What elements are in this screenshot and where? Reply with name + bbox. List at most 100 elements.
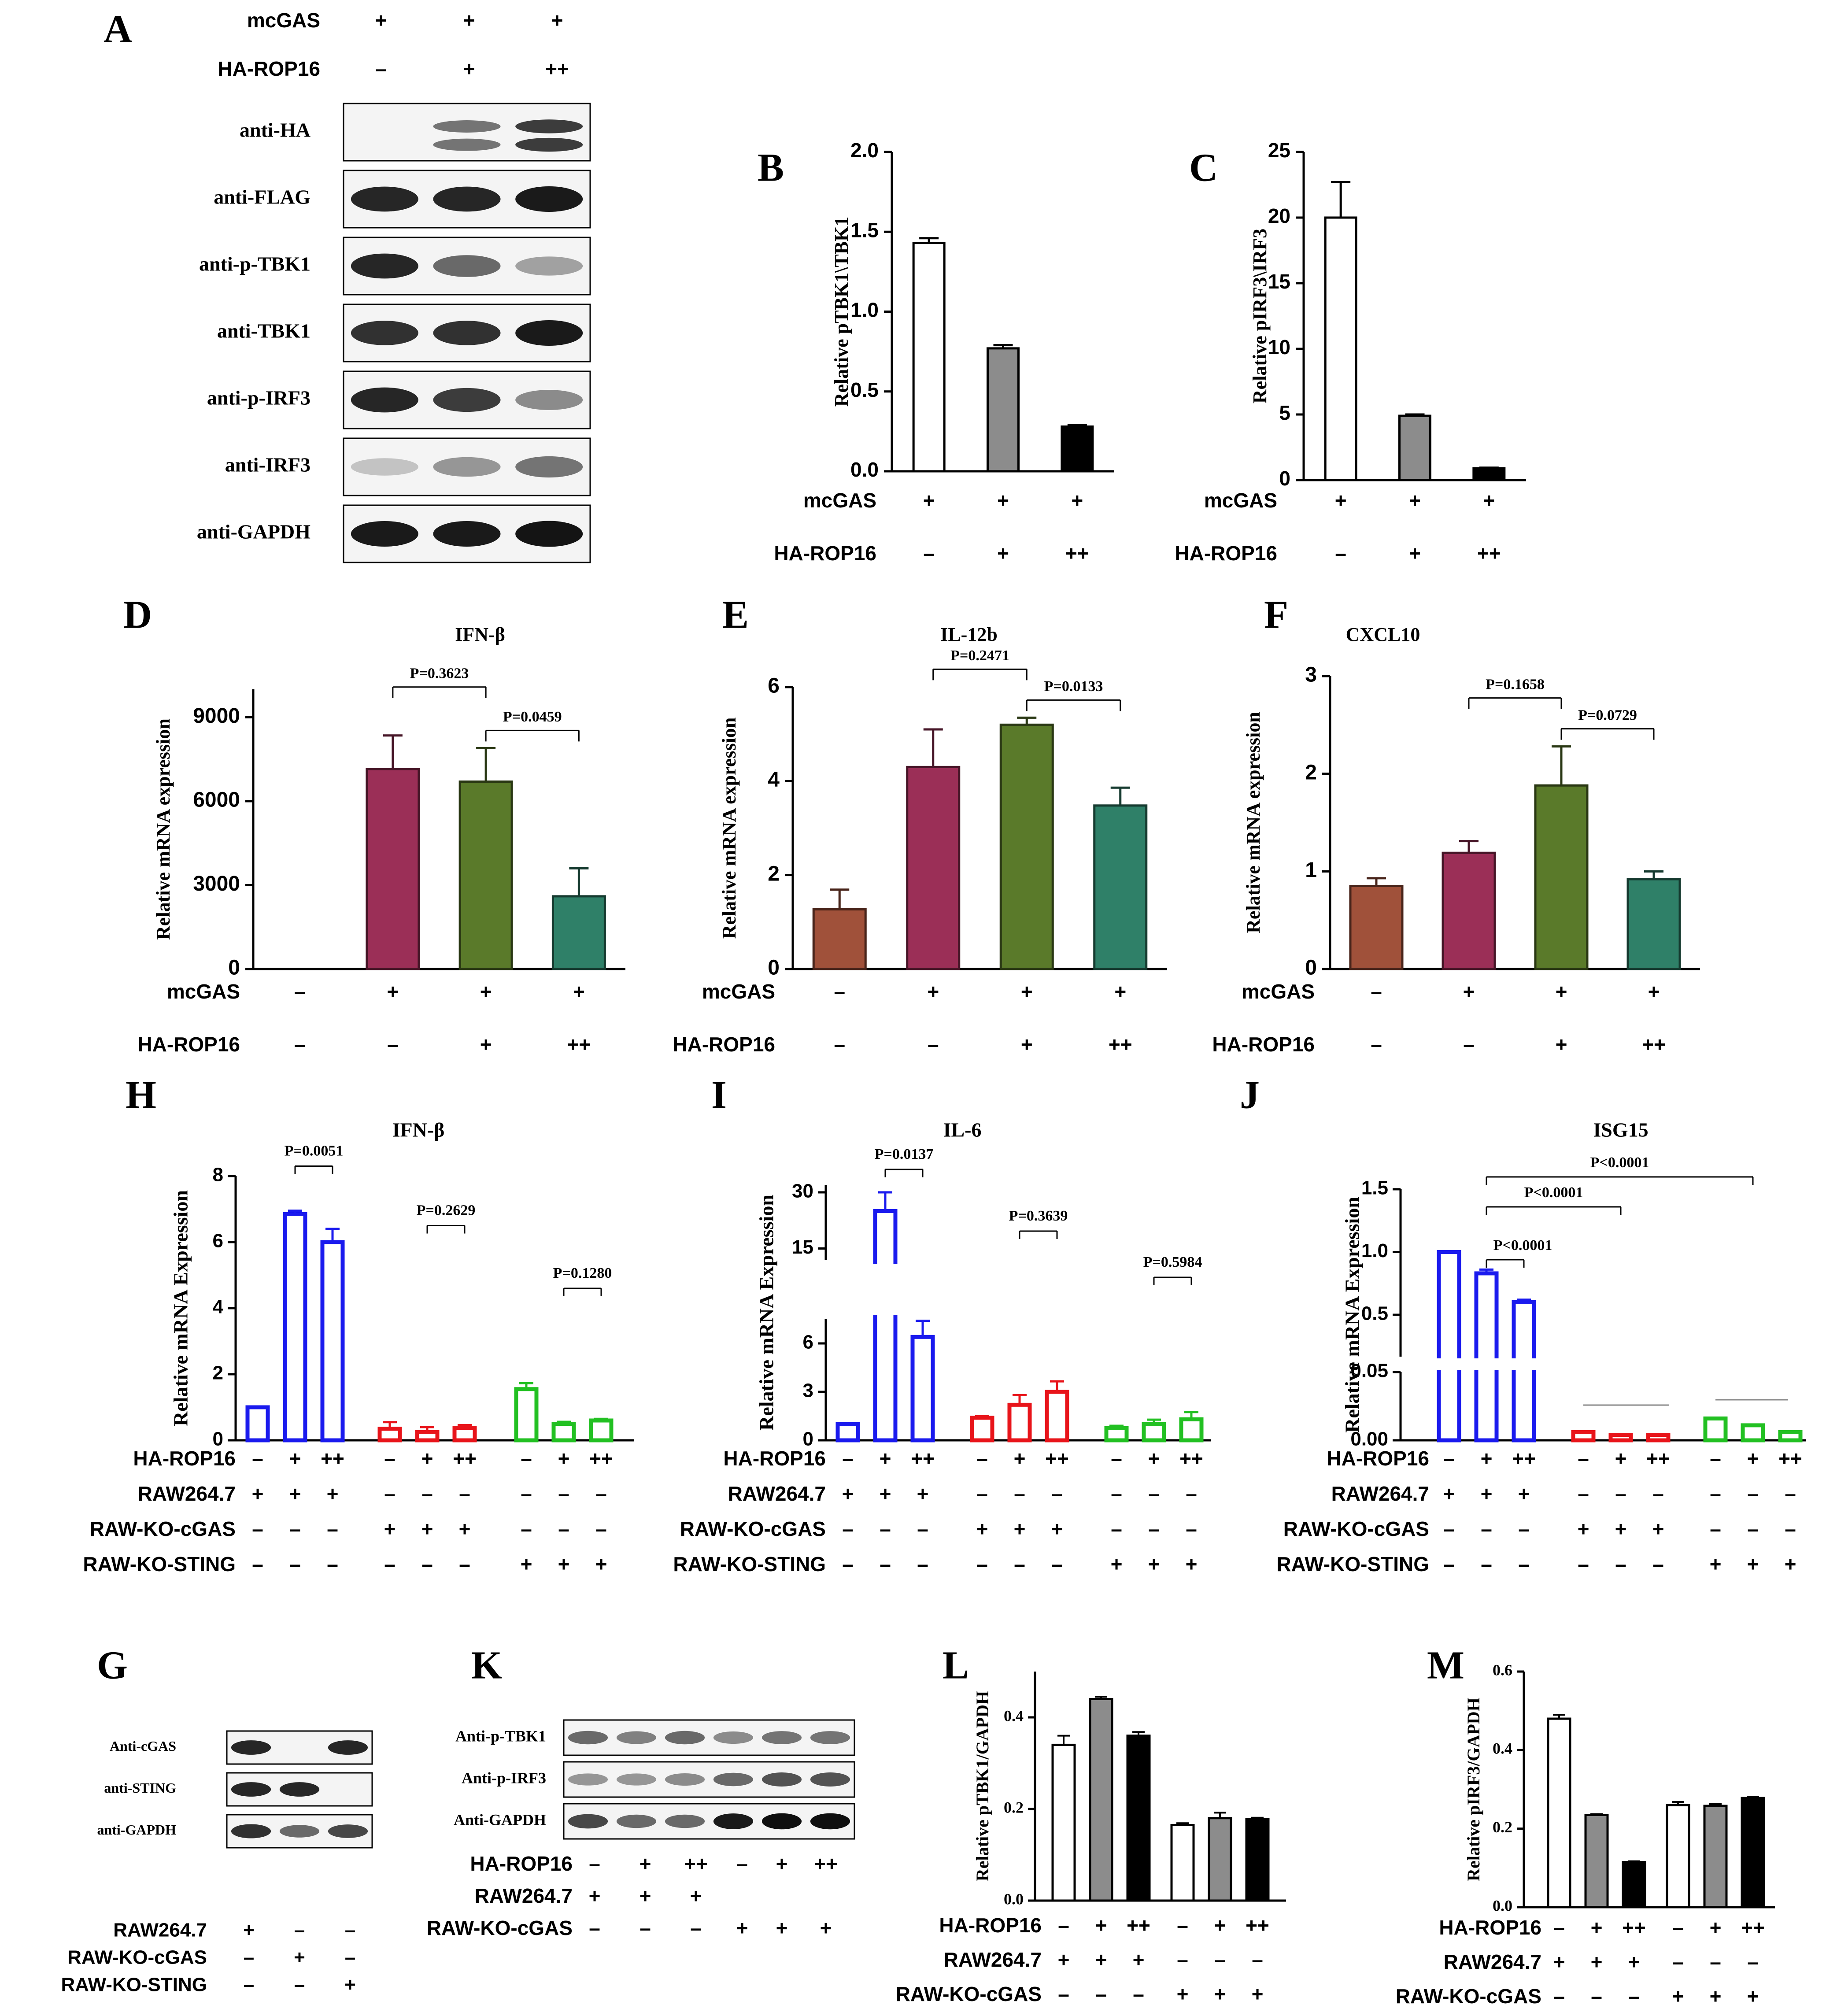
blot-row-label: anti-HA	[240, 119, 310, 141]
condition-mark: +	[842, 1482, 854, 1505]
condition-mark: +	[1186, 1553, 1198, 1576]
condition-label-2: RAW-KO-cGAS	[680, 1517, 826, 1540]
panel-letter-b: B	[758, 146, 784, 190]
condition-mark: –	[880, 1517, 891, 1540]
blot-condition-mark: –	[589, 1916, 600, 1939]
condition-label-2: RAW-KO-cGAS	[1283, 1517, 1429, 1540]
y-tick-label: 8	[213, 1164, 223, 1186]
condition-mark: +	[1021, 980, 1033, 1003]
blot-band	[713, 1813, 754, 1829]
condition-mark: –	[928, 1033, 939, 1056]
condition-mark: –	[917, 1553, 928, 1576]
condition-label-0: mcGAS	[167, 980, 240, 1003]
bar	[1061, 425, 1094, 473]
blot-band	[433, 255, 501, 277]
condition-mark: –	[1628, 1985, 1640, 2008]
y-tick-label: 5	[1279, 401, 1290, 424]
condition-mark: +	[1177, 1983, 1189, 2005]
chart-title: IFN-β	[455, 624, 505, 645]
bar	[1741, 1797, 1765, 1909]
y-tick-label: 3	[803, 1380, 813, 1402]
condition-mark: –	[842, 1447, 854, 1470]
condition-mark: +	[1051, 1517, 1063, 1540]
blot-band	[515, 390, 583, 410]
blot-band	[810, 1772, 850, 1787]
blot-condition-label-1: RAW-KO-cGAS	[67, 1947, 207, 1968]
condition-mark: –	[1672, 1950, 1684, 1973]
condition-mark: –	[1710, 1517, 1721, 1540]
condition-mark: –	[1252, 1948, 1263, 1971]
condition-mark: –	[459, 1482, 470, 1505]
bar	[551, 895, 606, 970]
condition-mark: –	[1443, 1553, 1455, 1576]
bar	[1571, 1430, 1596, 1443]
panel-letter-i: I	[711, 1073, 727, 1117]
y-axis-label: Relative mRNA Expression	[755, 1195, 778, 1431]
blot-band	[351, 253, 418, 279]
bar	[589, 1418, 614, 1443]
condition-label-0: mcGAS	[702, 980, 775, 1003]
blot-row-label: anti-GAPDH	[97, 1822, 176, 1838]
blot-condition-mark: +	[344, 1974, 356, 1996]
condition-mark: –	[1177, 1914, 1188, 1937]
panel-letter-g: G	[97, 1644, 128, 1687]
condition-mark: ++	[1477, 542, 1501, 565]
y-tick-label: 20	[1268, 204, 1290, 227]
condition-mark: –	[384, 1447, 396, 1470]
condition-mark: –	[1591, 1985, 1602, 2008]
condition-mark: +	[1553, 1950, 1565, 1973]
condition-mark: –	[976, 1447, 988, 1470]
bar	[1045, 1390, 1069, 1443]
y-axis-label: Relative pIRF3\IRF3	[1249, 229, 1271, 403]
blot-condition-label-0: HA-ROP16	[470, 1852, 573, 1875]
blot-band	[231, 1740, 271, 1755]
y-tick-label: 2	[213, 1362, 223, 1384]
condition-mark: ++	[1778, 1447, 1802, 1470]
y-tick-label: 2	[1305, 761, 1317, 784]
blot-condition-mark: –	[375, 57, 387, 80]
bar	[1104, 1426, 1129, 1443]
condition-mark: +	[1133, 1948, 1145, 1971]
bar	[970, 1416, 994, 1443]
blot-band	[433, 138, 501, 151]
condition-mark: –	[1747, 1517, 1759, 1540]
chart-title: ISG15	[1593, 1119, 1648, 1141]
panel-letter-f: F	[1264, 593, 1288, 637]
bar	[1512, 1300, 1536, 1443]
blot-condition-mark: –	[244, 1974, 254, 1996]
blot-band	[515, 320, 583, 346]
y-tick-label: 10	[1268, 336, 1290, 359]
bar	[1622, 1861, 1646, 1909]
condition-mark: –	[1014, 1553, 1025, 1576]
blot-band	[351, 186, 418, 212]
bar	[1089, 1698, 1113, 1902]
chart-title: IL-12b	[940, 624, 998, 645]
y-tick-label: 0	[213, 1428, 223, 1450]
y-axis-label: Relative pTBK1\TBK1	[831, 217, 852, 407]
chart-title: IL-6	[943, 1119, 982, 1141]
y-tick-label: 0	[803, 1428, 813, 1450]
condition-mark: –	[521, 1517, 532, 1540]
condition-mark: –	[595, 1517, 607, 1540]
blot-band	[568, 1773, 608, 1786]
blot-condition-mark: +	[639, 1884, 651, 1907]
blot-band	[568, 1731, 608, 1745]
condition-mark: –	[1518, 1517, 1530, 1540]
condition-mark: –	[327, 1553, 338, 1576]
bar	[1007, 1402, 1032, 1443]
blot-band	[279, 1782, 320, 1797]
blot-band	[515, 521, 583, 547]
condition-mark: –	[1133, 1983, 1144, 2005]
condition-mark: –	[1014, 1482, 1025, 1505]
condition-mark: +	[1578, 1517, 1589, 1540]
y-tick-label: 2.0	[850, 139, 879, 162]
bar	[1179, 1417, 1204, 1443]
condition-mark: –	[252, 1553, 263, 1576]
bar	[1245, 1818, 1270, 1902]
blot-condition-mark: –	[345, 1947, 355, 1968]
condition-label-1: HA-ROP16	[137, 1033, 240, 1056]
y-tick-label: 4	[213, 1296, 224, 1318]
condition-label-1: HA-ROP16	[1175, 542, 1277, 565]
blot-band	[433, 120, 501, 133]
